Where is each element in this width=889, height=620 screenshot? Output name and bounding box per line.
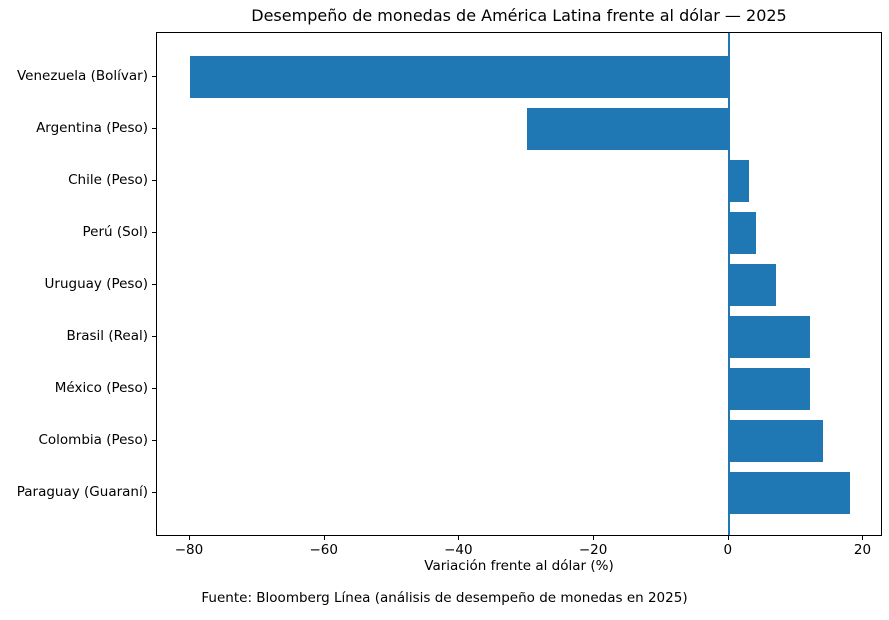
y-tick-label-colombia-peso: Colombia (Peso): [38, 431, 148, 448]
x-tick-mark: [458, 536, 460, 540]
y-tick-label-chile-peso: Chile (Peso): [68, 172, 148, 189]
y-tick-mark: [152, 180, 156, 182]
bar-brasil-real: [728, 316, 810, 358]
y-tick-label-uruguay-peso: Uruguay (Peso): [44, 276, 148, 292]
bar-uruguay-peso: [728, 264, 776, 306]
bar-mexico-peso: [728, 368, 810, 410]
x-tick-label: −40: [444, 542, 473, 558]
x-tick-mark: [727, 536, 729, 540]
y-tick-label-argentina-peso: Argentina (Peso): [36, 120, 148, 137]
y-tick-mark: [152, 439, 156, 441]
x-tick-mark: [189, 536, 190, 540]
x-tick-mark: [862, 536, 864, 540]
source-caption: Fuente: Bloomberg Línea (análisis de des…: [201, 590, 688, 606]
y-tick-label-paraguay-guarani: Paraguay (Guaraní): [16, 483, 148, 500]
bar-chile-peso: [728, 160, 749, 202]
bar-peru-sol: [728, 212, 756, 254]
y-tick-mark: [152, 232, 156, 234]
x-tick-label: 20: [853, 542, 872, 558]
x-axis-label: Variación frente al dólar (%): [424, 558, 614, 574]
chart-title: Desempeño de monedas de América Latina f…: [251, 6, 787, 25]
bar-argentina-peso: [526, 108, 729, 150]
y-tick-label-mexico-peso: México (Peso): [54, 379, 148, 396]
y-tick-mark: [152, 128, 156, 130]
y-tick-label-peru-sol: Perú (Sol): [82, 224, 148, 241]
x-tick-label: −60: [309, 542, 338, 558]
x-tick-mark: [323, 536, 325, 540]
bar-venezuela-bolivar: [190, 56, 729, 98]
y-tick-label-brasil-real: Brasil (Real): [66, 327, 148, 344]
plot-area: [156, 32, 882, 536]
x-tick-mark: [593, 536, 595, 540]
zero-reference-line: [727, 33, 730, 535]
x-tick-label: 0: [723, 542, 733, 558]
y-tick-mark: [152, 335, 156, 337]
x-tick-label: −20: [578, 542, 608, 558]
y-tick-mark: [152, 76, 156, 78]
x-tick-label: −80: [174, 542, 204, 558]
bar-colombia-peso: [728, 420, 824, 462]
y-tick-mark: [152, 491, 156, 493]
y-tick-mark: [152, 284, 156, 285]
y-tick-mark: [152, 387, 156, 389]
bar-paraguay-guarani: [728, 472, 850, 514]
y-tick-label-venezuela-bolivar: Venezuela (Bolívar): [17, 68, 148, 85]
